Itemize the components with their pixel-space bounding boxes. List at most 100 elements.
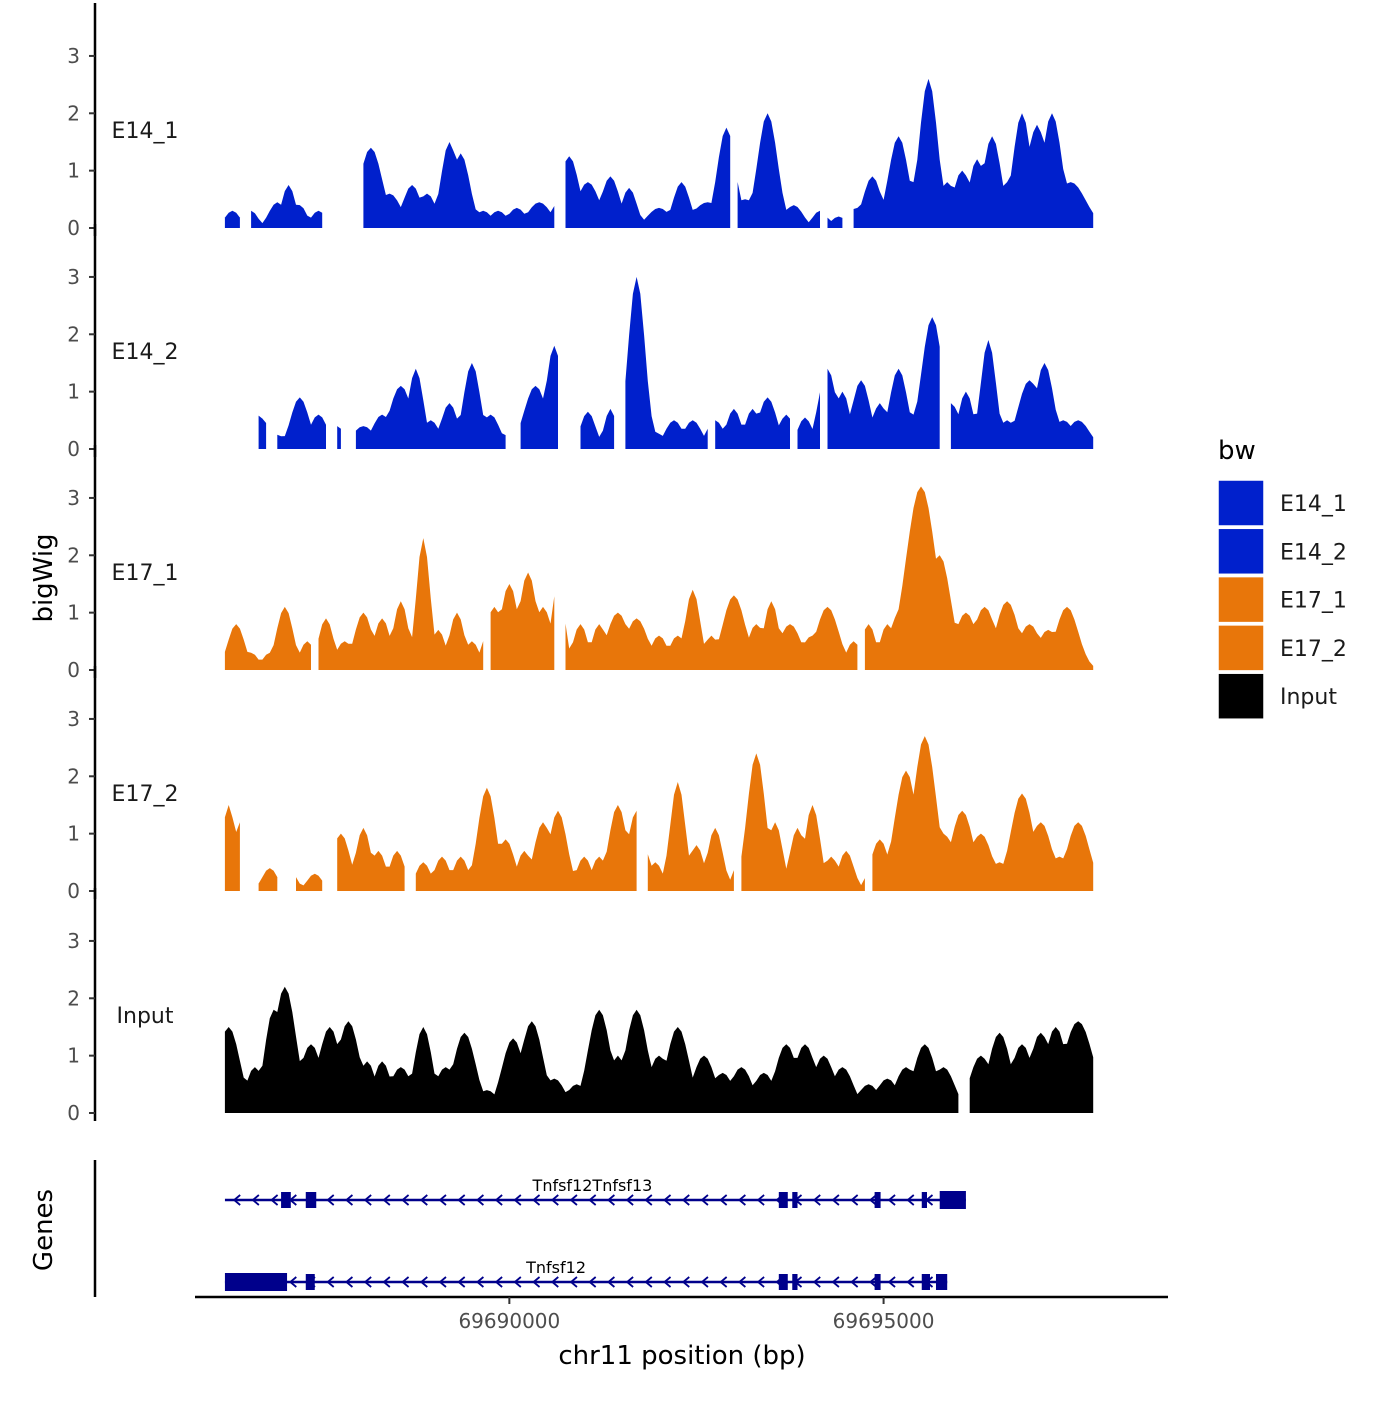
strand-arrow — [401, 1276, 410, 1288]
gene-label: Tnfsf12Tnfsf13 — [532, 1176, 653, 1195]
legend-swatch — [1217, 672, 1265, 720]
signal-area-Input — [224, 986, 959, 1113]
y-tick-label: 0 — [67, 658, 80, 682]
y-tick-label: 2 — [67, 986, 80, 1010]
strand-arrow — [700, 1194, 709, 1206]
strand-arrow — [663, 1194, 672, 1206]
gene-exon — [874, 1274, 881, 1290]
strand-arrow — [569, 1276, 578, 1288]
strand-arrow — [850, 1276, 859, 1288]
strand-arrow — [831, 1194, 840, 1206]
strand-arrow — [868, 1276, 877, 1288]
strand-arrow — [812, 1194, 821, 1206]
y-tick-label: 0 — [67, 216, 80, 240]
legend-label: E17_2 — [1280, 637, 1347, 662]
strand-arrow — [663, 1276, 672, 1288]
gene-exon — [874, 1192, 881, 1208]
strand-arrow — [550, 1194, 559, 1206]
x-tick-label: 69695000 — [833, 1309, 935, 1333]
legend-label: E17_1 — [1280, 589, 1347, 614]
gene-exon — [305, 1274, 315, 1290]
strand-arrow — [476, 1276, 484, 1288]
signal-area-E14_1 — [224, 210, 240, 228]
y-tick-label: 2 — [67, 543, 80, 567]
signal-area-E17_1 — [864, 486, 1094, 670]
signal-area-E14_1 — [853, 78, 1094, 229]
strand-arrow — [906, 1276, 915, 1288]
strand-arrow — [887, 1276, 896, 1288]
strand-arrow — [513, 1194, 522, 1206]
signal-area-Input — [969, 1021, 1094, 1113]
strand-arrow — [251, 1194, 260, 1206]
y-tick-label: 3 — [67, 929, 80, 953]
legend-entry-Input: Input — [1217, 672, 1337, 720]
strand-arrow — [345, 1276, 354, 1288]
signal-area-E14_1 — [565, 127, 731, 228]
y-tick-label: 1 — [67, 159, 80, 183]
y-tick-label: 1 — [67, 1044, 80, 1068]
gene-exon — [935, 1274, 948, 1290]
legend-label: E14_2 — [1280, 540, 1347, 565]
strand-arrow — [625, 1276, 634, 1288]
signal-area-E17_1 — [565, 589, 858, 670]
strand-arrow — [719, 1194, 728, 1206]
signal-area-E14_1 — [363, 142, 555, 228]
strand-arrow — [906, 1194, 915, 1206]
strand-arrow — [868, 1194, 877, 1206]
strand-arrow — [382, 1276, 391, 1288]
strand-arrow — [606, 1276, 615, 1288]
signal-area-E17_2 — [741, 753, 865, 891]
y-tick-label: 3 — [67, 265, 80, 289]
strand-arrow — [270, 1194, 279, 1206]
legend-swatch — [1217, 527, 1265, 576]
genes-layer: Tnfsf12Tnfsf13 Tnfsf12 — [93, 1160, 966, 1297]
track-label: E17_1 — [112, 561, 179, 586]
y-axis-title: bigWig — [29, 533, 59, 622]
strand-arrow — [532, 1276, 541, 1288]
legend-title: bw — [1218, 436, 1256, 466]
strand-arrow — [326, 1194, 335, 1206]
signal-area-E14_1 — [737, 113, 820, 228]
gene-exon — [792, 1192, 798, 1208]
gene-exon — [921, 1274, 930, 1290]
strand-arrow — [513, 1276, 522, 1288]
strand-arrow — [681, 1276, 690, 1288]
legend-swatch — [1217, 575, 1265, 624]
strand-arrow — [457, 1194, 466, 1206]
gene-exon — [224, 1273, 288, 1291]
signal-area-E14_2 — [715, 397, 790, 449]
strand-arrow — [756, 1194, 765, 1206]
signal-area-E17_2 — [337, 827, 405, 891]
gene-Tnfsf12Tnfsf13: Tnfsf12Tnfsf13 — [224, 1176, 966, 1209]
y-tick-label: 2 — [67, 101, 80, 125]
strand-arrow — [476, 1194, 484, 1206]
signal-area-E17_2 — [296, 873, 323, 891]
legend-swatch — [1217, 624, 1265, 672]
strand-arrow — [345, 1194, 354, 1206]
legend: bw E14_1 E14_2 E17_1 E17_2 Input — [1217, 436, 1347, 720]
signal-area-E14_2 — [827, 317, 940, 449]
signal-area-E14_2 — [625, 276, 708, 449]
signal-area-E14_2 — [355, 363, 506, 449]
gene-label: Tnfsf12 — [525, 1258, 586, 1277]
strand-arrow — [419, 1276, 428, 1288]
signal-area-E14_2 — [797, 392, 820, 449]
track-E14_1: 0 1 2 3 E14_1 — [67, 3, 1094, 240]
y-tick-label: 0 — [67, 1101, 80, 1125]
track-label: E14_1 — [112, 119, 179, 144]
strand-arrow — [831, 1276, 840, 1288]
gene-exon — [939, 1191, 966, 1209]
signal-area-E14_2 — [520, 345, 558, 449]
strand-arrow — [326, 1276, 335, 1288]
strand-arrow — [232, 1194, 241, 1206]
strand-arrow — [494, 1276, 503, 1288]
signal-area-E17_1 — [224, 606, 311, 670]
y-tick-label: 1 — [67, 601, 80, 625]
gene-exon — [305, 1192, 317, 1208]
strand-arrow — [457, 1276, 466, 1288]
strand-arrow — [363, 1194, 372, 1206]
signal-area-E14_2 — [580, 408, 615, 449]
signal-area-E17_1 — [318, 538, 484, 670]
